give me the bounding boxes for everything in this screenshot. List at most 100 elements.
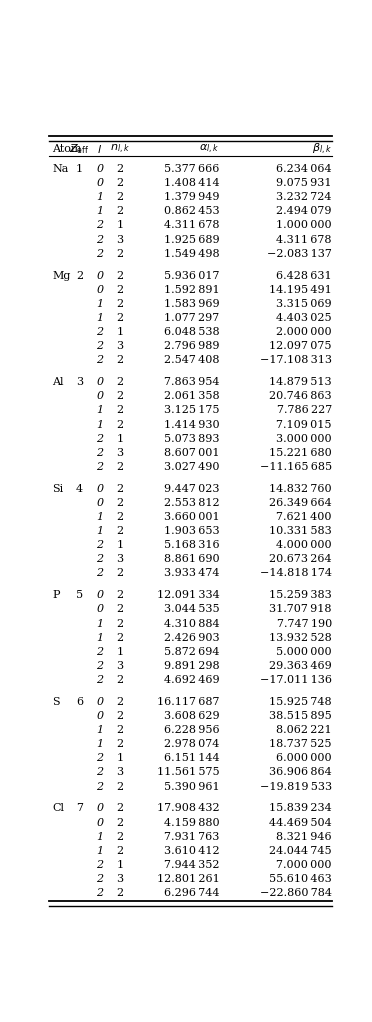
Text: 1: 1: [76, 165, 83, 174]
Text: 4.159 880: 4.159 880: [164, 818, 219, 828]
Text: 2: 2: [116, 675, 124, 685]
Text: 1: 1: [116, 647, 124, 657]
Text: 15.259 383: 15.259 383: [269, 591, 332, 600]
Text: 2: 2: [96, 248, 103, 259]
Text: 1: 1: [96, 512, 103, 522]
Text: 2: 2: [116, 248, 124, 259]
Text: 2: 2: [96, 888, 103, 898]
Text: 0: 0: [96, 591, 103, 600]
Text: 0.862 453: 0.862 453: [164, 206, 219, 217]
Text: 7.944 352: 7.944 352: [164, 860, 219, 870]
Text: $l$: $l$: [97, 143, 102, 155]
Text: 3: 3: [116, 448, 124, 458]
Text: −17.108 313: −17.108 313: [260, 356, 332, 365]
Text: 1.379 949: 1.379 949: [164, 192, 219, 202]
Text: 29.363 469: 29.363 469: [269, 661, 332, 670]
Text: $Z_{\mathrm{eff}}$: $Z_{\mathrm{eff}}$: [70, 142, 90, 156]
Text: 14.879 513: 14.879 513: [269, 377, 332, 387]
Text: 6.228 956: 6.228 956: [164, 725, 219, 735]
Text: 4.311 678: 4.311 678: [276, 235, 332, 244]
Text: 2: 2: [96, 356, 103, 365]
Text: 2: 2: [116, 271, 124, 281]
Text: 2: 2: [116, 888, 124, 898]
Text: −17.011 136: −17.011 136: [260, 675, 332, 685]
Text: 2: 2: [116, 498, 124, 508]
Text: 7: 7: [76, 803, 83, 814]
Text: 7.931 763: 7.931 763: [164, 832, 219, 842]
Text: 2: 2: [96, 675, 103, 685]
Text: 0: 0: [96, 391, 103, 402]
Text: 38.515 895: 38.515 895: [269, 711, 332, 721]
Text: 20.746 863: 20.746 863: [269, 391, 332, 402]
Text: −22.860 784: −22.860 784: [260, 888, 332, 898]
Text: 2: 2: [96, 235, 103, 244]
Text: 2: 2: [96, 221, 103, 231]
Text: 7.747 190: 7.747 190: [277, 618, 332, 629]
Text: 4.311 678: 4.311 678: [164, 221, 219, 231]
Text: 7.000 000: 7.000 000: [276, 860, 332, 870]
Text: Al: Al: [52, 377, 64, 387]
Text: 3.000 000: 3.000 000: [276, 433, 332, 444]
Text: 44.469 504: 44.469 504: [269, 818, 332, 828]
Text: 1: 1: [96, 206, 103, 217]
Text: 0: 0: [96, 271, 103, 281]
Text: 2: 2: [116, 462, 124, 472]
Text: 3.232 724: 3.232 724: [276, 192, 332, 202]
Text: 12.097 075: 12.097 075: [269, 341, 332, 352]
Text: 7.786 227: 7.786 227: [277, 406, 332, 415]
Text: 2: 2: [96, 753, 103, 763]
Text: 5.390 961: 5.390 961: [164, 782, 219, 791]
Text: 14.195 491: 14.195 491: [269, 285, 332, 294]
Text: 2: 2: [116, 526, 124, 537]
Text: 2: 2: [116, 711, 124, 721]
Text: 2: 2: [116, 192, 124, 202]
Text: 1: 1: [96, 739, 103, 749]
Text: 2.547 408: 2.547 408: [164, 356, 219, 365]
Text: 1: 1: [96, 192, 103, 202]
Text: 0: 0: [96, 711, 103, 721]
Text: 3.315 069: 3.315 069: [276, 298, 332, 309]
Text: 1: 1: [96, 633, 103, 643]
Text: P: P: [52, 591, 60, 600]
Text: 3: 3: [116, 874, 124, 884]
Text: 1: 1: [96, 832, 103, 842]
Text: 1.592 891: 1.592 891: [164, 285, 219, 294]
Text: 1.549 498: 1.549 498: [164, 248, 219, 259]
Text: 8.607 001: 8.607 001: [164, 448, 219, 458]
Text: 3: 3: [116, 661, 124, 670]
Text: 2: 2: [96, 782, 103, 791]
Text: 2: 2: [116, 419, 124, 429]
Text: 5.377 666: 5.377 666: [164, 165, 219, 174]
Text: 5: 5: [76, 591, 83, 600]
Text: 1: 1: [116, 753, 124, 763]
Text: −11.165 685: −11.165 685: [260, 462, 332, 472]
Text: 1: 1: [96, 526, 103, 537]
Text: 2: 2: [116, 618, 124, 629]
Text: 2.978 074: 2.978 074: [164, 739, 219, 749]
Text: 2: 2: [96, 341, 103, 352]
Text: 1: 1: [96, 725, 103, 735]
Text: 2.796 989: 2.796 989: [164, 341, 219, 352]
Text: 2: 2: [96, 448, 103, 458]
Text: 2.426 903: 2.426 903: [164, 633, 219, 643]
Text: 1.583 969: 1.583 969: [164, 298, 219, 309]
Text: Atom: Atom: [52, 144, 82, 154]
Text: $\alpha_{l,k}$: $\alpha_{l,k}$: [199, 143, 219, 156]
Text: 0: 0: [96, 178, 103, 188]
Text: 2: 2: [116, 568, 124, 578]
Text: 2: 2: [116, 483, 124, 494]
Text: 2: 2: [96, 768, 103, 778]
Text: 4.000 000: 4.000 000: [276, 541, 332, 550]
Text: 2: 2: [116, 285, 124, 294]
Text: 2: 2: [96, 661, 103, 670]
Text: 0: 0: [96, 803, 103, 814]
Text: 13.932 528: 13.932 528: [269, 633, 332, 643]
Text: $\beta_{l,k}$: $\beta_{l,k}$: [312, 142, 332, 157]
Text: 2: 2: [116, 739, 124, 749]
Text: 1.000 000: 1.000 000: [276, 221, 332, 231]
Text: 2: 2: [116, 178, 124, 188]
Text: 9.447 023: 9.447 023: [164, 483, 219, 494]
Text: 2: 2: [116, 165, 124, 174]
Text: 1.408 414: 1.408 414: [164, 178, 219, 188]
Text: 5.168 316: 5.168 316: [164, 541, 219, 550]
